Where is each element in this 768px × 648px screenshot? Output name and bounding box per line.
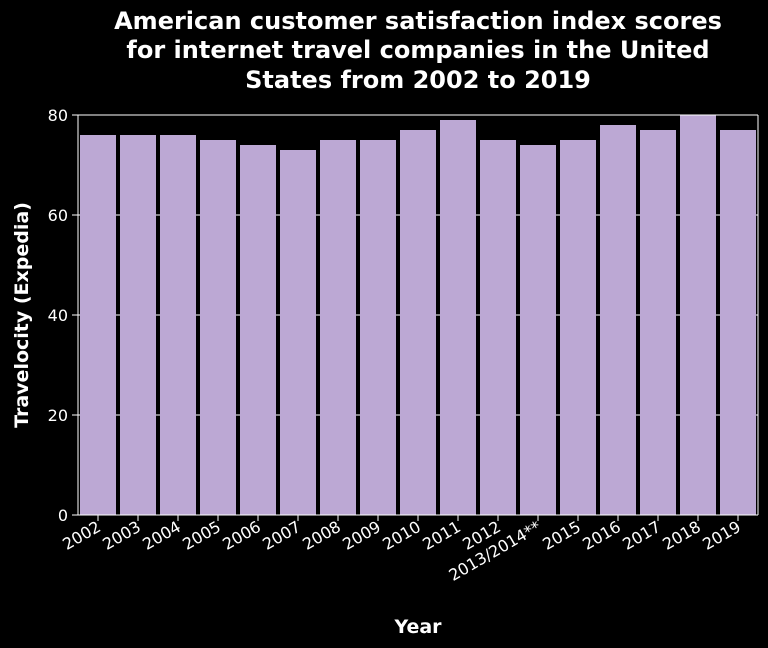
bar	[200, 140, 236, 515]
x-tick-label: 2018	[659, 517, 704, 554]
bar	[720, 130, 756, 515]
bar	[160, 135, 196, 515]
bar	[320, 140, 356, 515]
x-tick-label: 2019	[699, 517, 744, 554]
x-tick-label: 2005	[179, 517, 224, 554]
x-tick-label: 2009	[339, 517, 384, 554]
chart-title-line-2: for internet travel companies in the Uni…	[126, 36, 709, 64]
y-axis-label: Travelocity (Expedia)	[11, 202, 33, 428]
bar	[680, 115, 716, 515]
x-tick-label: 2004	[139, 517, 184, 554]
bar	[600, 125, 636, 515]
x-tick-label: 2011	[419, 517, 464, 554]
x-tick-label: 2007	[259, 517, 304, 554]
bar	[80, 135, 116, 515]
y-tick-label: 40	[48, 306, 68, 325]
x-tick-label: 2010	[379, 517, 424, 554]
bar	[480, 140, 516, 515]
chart-title-line-3: States from 2002 to 2019	[245, 66, 591, 94]
bar	[400, 130, 436, 515]
y-tick-label: 60	[48, 206, 68, 225]
y-tick-label: 20	[48, 406, 68, 425]
bar	[240, 145, 276, 515]
x-axis-label: Year	[393, 616, 442, 638]
x-tick-label: 2016	[579, 517, 624, 554]
bar	[360, 140, 396, 515]
bars	[80, 115, 756, 515]
bar	[120, 135, 156, 515]
bar	[560, 140, 596, 515]
x-axis-ticks: 2002200320042005200620072008200920102011…	[59, 515, 744, 585]
chart-title: American customer satisfaction index sco…	[114, 7, 722, 94]
x-tick-label: 2008	[299, 517, 344, 554]
x-tick-label: 2006	[219, 517, 264, 554]
y-tick-label: 0	[58, 506, 68, 525]
bar	[640, 130, 676, 515]
chart-title-line-1: American customer satisfaction index sco…	[114, 7, 722, 35]
bar	[520, 145, 556, 515]
x-tick-label: 2017	[619, 517, 664, 554]
x-tick-label: 2015	[539, 517, 584, 554]
bar	[440, 120, 476, 515]
x-tick-label: 2003	[99, 517, 144, 554]
y-tick-label: 80	[48, 106, 68, 125]
bar	[280, 150, 316, 515]
y-axis-ticks: 0 20 40 60 80	[48, 106, 78, 525]
